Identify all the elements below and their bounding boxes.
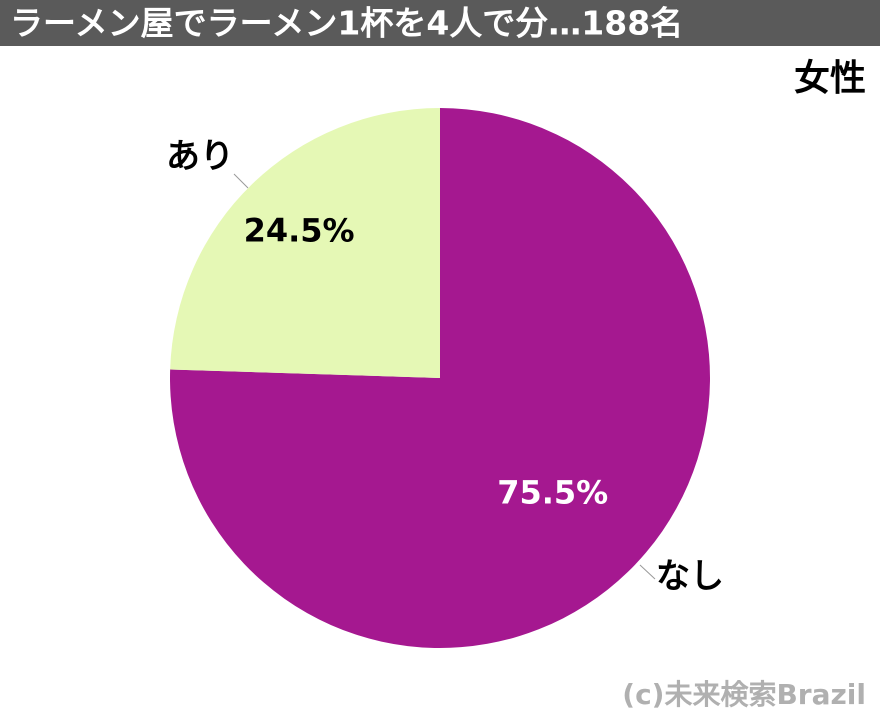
leader-line — [639, 564, 656, 580]
chart-subtitle: 女性 — [794, 58, 866, 99]
category-label: なし — [656, 557, 724, 597]
chart-title: ラーメン屋でラーメン1杯を4人で分…188名 — [10, 4, 683, 43]
watermark: (c)未来検索Brazil — [622, 678, 866, 711]
leader-line — [233, 173, 249, 189]
value-label: 24.5% — [244, 212, 355, 250]
category-label: あり — [166, 137, 234, 177]
title-bar — [0, 0, 880, 46]
value-label: 75.5% — [497, 473, 608, 511]
pie-slice — [170, 108, 440, 378]
